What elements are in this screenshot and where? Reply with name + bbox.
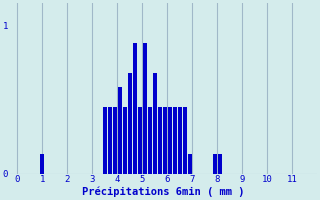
Bar <box>183 107 187 174</box>
X-axis label: Précipitations 6min ( mm ): Précipitations 6min ( mm ) <box>82 187 244 197</box>
Bar <box>188 154 192 174</box>
Bar <box>163 107 167 174</box>
Bar <box>138 107 142 174</box>
Bar <box>40 154 44 174</box>
Bar <box>148 107 152 174</box>
Bar <box>172 107 177 174</box>
Bar <box>118 87 122 174</box>
Bar <box>218 154 222 174</box>
Bar <box>143 43 147 174</box>
Bar <box>153 73 156 174</box>
Bar <box>113 107 116 174</box>
Bar <box>168 107 172 174</box>
Bar <box>123 107 127 174</box>
Bar <box>132 43 137 174</box>
Bar <box>158 107 162 174</box>
Bar <box>108 107 112 174</box>
Bar <box>128 73 132 174</box>
Bar <box>213 154 217 174</box>
Bar <box>103 107 107 174</box>
Bar <box>178 107 182 174</box>
